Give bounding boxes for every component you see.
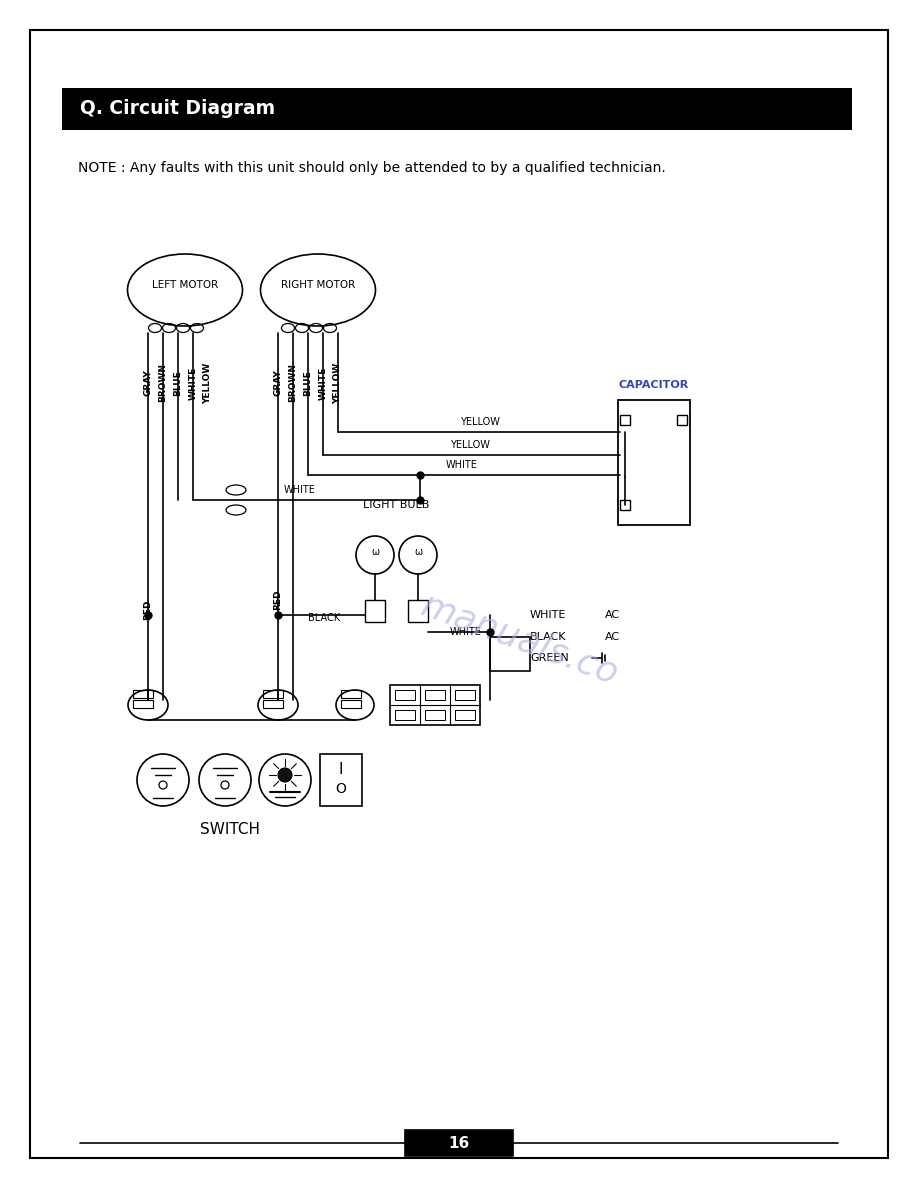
Bar bbox=[320, 754, 362, 805]
Text: LEFT MOTOR: LEFT MOTOR bbox=[151, 280, 218, 290]
Bar bbox=[395, 710, 415, 720]
Text: LIGHT BULB: LIGHT BULB bbox=[364, 500, 430, 510]
Text: BROWN: BROWN bbox=[288, 364, 297, 403]
Text: AC: AC bbox=[605, 609, 621, 620]
Bar bbox=[133, 690, 153, 699]
Bar bbox=[677, 415, 687, 425]
Bar bbox=[263, 690, 283, 699]
Text: BROWN: BROWN bbox=[159, 364, 167, 403]
Bar bbox=[395, 690, 415, 700]
Bar bbox=[133, 700, 153, 708]
Text: WHITE: WHITE bbox=[530, 609, 566, 620]
Text: I: I bbox=[339, 762, 343, 777]
Text: WHITE: WHITE bbox=[188, 366, 197, 399]
Bar bbox=[263, 700, 283, 708]
Text: BLUE: BLUE bbox=[174, 371, 183, 396]
Text: O: O bbox=[336, 782, 346, 796]
Text: GRAY: GRAY bbox=[143, 369, 152, 397]
Bar bbox=[425, 710, 445, 720]
Text: WHITE: WHITE bbox=[319, 366, 328, 399]
Text: YELLOW: YELLOW bbox=[333, 362, 342, 404]
Text: WHITE: WHITE bbox=[284, 485, 316, 495]
Text: GRAY: GRAY bbox=[274, 369, 283, 397]
Text: CAPACITOR: CAPACITOR bbox=[619, 380, 689, 390]
Text: BLACK: BLACK bbox=[530, 632, 566, 642]
Text: NOTE : Any faults with this unit should only be attended to by a qualified techn: NOTE : Any faults with this unit should … bbox=[78, 162, 666, 175]
Bar bbox=[455, 710, 475, 720]
Bar bbox=[405, 1130, 513, 1156]
Text: YELLOW: YELLOW bbox=[460, 417, 500, 426]
Text: RIGHT MOTOR: RIGHT MOTOR bbox=[281, 280, 355, 290]
Text: ω: ω bbox=[414, 546, 422, 557]
Bar bbox=[365, 600, 385, 623]
Bar bbox=[620, 415, 630, 425]
Text: AC: AC bbox=[605, 632, 621, 642]
Bar bbox=[620, 500, 630, 510]
Text: manuals.co: manuals.co bbox=[417, 588, 623, 691]
Bar bbox=[408, 600, 428, 623]
Text: BLUE: BLUE bbox=[304, 371, 312, 396]
Text: SWITCH: SWITCH bbox=[200, 822, 260, 838]
Text: GREEN: GREEN bbox=[530, 653, 569, 663]
Text: YELLOW: YELLOW bbox=[204, 362, 212, 404]
Bar bbox=[62, 88, 852, 129]
Text: WHITE: WHITE bbox=[446, 460, 478, 470]
Ellipse shape bbox=[278, 767, 292, 782]
Bar bbox=[341, 690, 361, 699]
Text: WHITE: WHITE bbox=[450, 627, 482, 637]
Bar bbox=[341, 700, 361, 708]
Bar bbox=[618, 400, 690, 525]
Text: RED: RED bbox=[274, 589, 283, 611]
Text: BLACK: BLACK bbox=[308, 613, 340, 623]
Text: ω: ω bbox=[371, 546, 379, 557]
Bar bbox=[455, 690, 475, 700]
Bar bbox=[490, 637, 530, 671]
Bar bbox=[425, 690, 445, 700]
Text: Q. Circuit Diagram: Q. Circuit Diagram bbox=[80, 100, 275, 119]
Text: RED: RED bbox=[143, 600, 152, 620]
Text: YELLOW: YELLOW bbox=[450, 440, 490, 450]
Bar bbox=[390, 685, 480, 725]
Text: 16: 16 bbox=[448, 1136, 470, 1150]
